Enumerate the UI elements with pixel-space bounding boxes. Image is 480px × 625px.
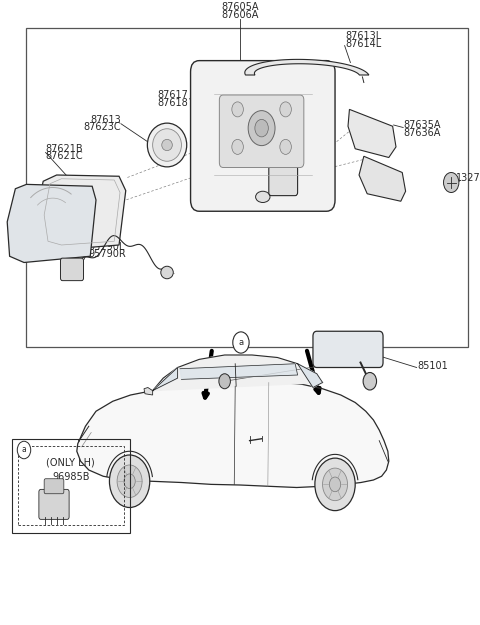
Text: 87621C: 87621C (46, 151, 83, 161)
Text: 87624D: 87624D (295, 177, 334, 187)
Text: 87605A: 87605A (221, 2, 259, 12)
Ellipse shape (162, 139, 172, 151)
Circle shape (233, 332, 249, 353)
Text: 87614L: 87614L (346, 39, 382, 49)
Text: 87606A: 87606A (221, 10, 259, 20)
Text: 95790R: 95790R (89, 249, 127, 259)
Text: 87623C: 87623C (84, 122, 121, 132)
Circle shape (315, 458, 355, 511)
Polygon shape (77, 382, 389, 488)
Circle shape (17, 441, 31, 459)
Text: a: a (239, 338, 243, 347)
Text: 95790L: 95790L (89, 242, 125, 252)
Polygon shape (153, 355, 323, 391)
Ellipse shape (153, 129, 181, 161)
FancyBboxPatch shape (313, 331, 383, 367)
Circle shape (255, 119, 268, 137)
Circle shape (280, 102, 291, 117)
Circle shape (124, 474, 135, 489)
Text: 87636A: 87636A (403, 127, 441, 138)
Text: 87621B: 87621B (46, 144, 83, 154)
Polygon shape (245, 59, 369, 75)
Ellipse shape (161, 266, 173, 279)
Polygon shape (180, 364, 298, 379)
Text: 87635A: 87635A (403, 120, 441, 130)
Text: a: a (22, 446, 26, 454)
Ellipse shape (256, 191, 270, 202)
Ellipse shape (147, 123, 187, 167)
FancyBboxPatch shape (60, 258, 84, 281)
Circle shape (444, 173, 459, 192)
Text: (ONLY LH): (ONLY LH) (47, 458, 95, 468)
Text: 96985B: 96985B (52, 472, 90, 482)
Circle shape (219, 374, 230, 389)
Text: 87614B: 87614B (295, 170, 333, 180)
Circle shape (117, 465, 142, 498)
Text: 1327AB: 1327AB (456, 173, 480, 183)
Text: 87617: 87617 (157, 90, 188, 100)
FancyBboxPatch shape (219, 95, 304, 168)
Circle shape (232, 102, 243, 117)
FancyBboxPatch shape (191, 61, 335, 211)
Circle shape (323, 468, 348, 501)
Text: 87613L: 87613L (346, 31, 382, 41)
Circle shape (329, 477, 341, 492)
Circle shape (363, 372, 377, 390)
FancyBboxPatch shape (269, 166, 298, 196)
Text: 85101: 85101 (418, 361, 448, 371)
Circle shape (232, 139, 243, 154)
Polygon shape (36, 175, 126, 250)
Polygon shape (153, 368, 178, 391)
FancyBboxPatch shape (39, 489, 69, 519)
Polygon shape (144, 388, 153, 395)
FancyBboxPatch shape (44, 479, 64, 494)
Circle shape (280, 139, 291, 154)
Polygon shape (348, 109, 396, 158)
Circle shape (109, 455, 150, 508)
Text: 87613: 87613 (91, 115, 121, 125)
Text: 87618: 87618 (157, 98, 188, 107)
Circle shape (248, 111, 275, 146)
Polygon shape (7, 184, 96, 262)
Polygon shape (359, 156, 406, 201)
Polygon shape (298, 364, 323, 388)
